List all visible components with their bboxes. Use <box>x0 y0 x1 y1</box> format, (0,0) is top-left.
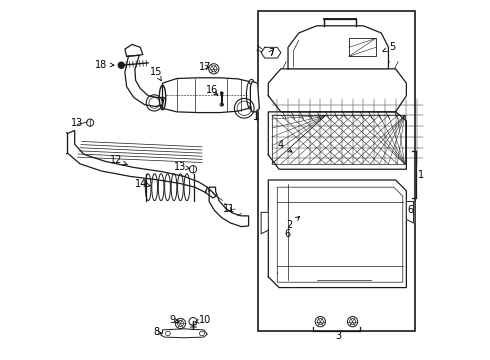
Text: 13: 13 <box>174 162 190 172</box>
Text: 9: 9 <box>169 315 179 325</box>
Polygon shape <box>163 78 252 113</box>
Polygon shape <box>288 26 389 69</box>
Text: 10: 10 <box>195 315 211 325</box>
Polygon shape <box>261 47 281 58</box>
Polygon shape <box>250 81 259 112</box>
Text: 6: 6 <box>407 206 413 216</box>
Polygon shape <box>269 180 406 288</box>
Ellipse shape <box>118 62 124 68</box>
Polygon shape <box>205 187 216 198</box>
Polygon shape <box>269 112 406 169</box>
Polygon shape <box>64 132 68 155</box>
Text: 12: 12 <box>110 155 127 165</box>
Text: 3: 3 <box>335 331 342 341</box>
Text: 2: 2 <box>287 216 299 230</box>
Text: 14: 14 <box>135 179 150 189</box>
Text: 8: 8 <box>153 327 162 337</box>
Text: 15: 15 <box>150 67 162 81</box>
Polygon shape <box>406 202 414 223</box>
Polygon shape <box>209 187 248 226</box>
Text: 1: 1 <box>417 170 424 180</box>
Text: 7: 7 <box>268 48 274 58</box>
Polygon shape <box>161 329 207 338</box>
Bar <box>349 39 376 56</box>
Text: 18: 18 <box>95 59 114 69</box>
Polygon shape <box>261 212 269 234</box>
Text: 4: 4 <box>278 140 292 152</box>
Text: 6: 6 <box>284 229 291 239</box>
Bar <box>258 12 416 330</box>
Polygon shape <box>125 44 143 56</box>
Text: 17: 17 <box>199 62 212 72</box>
Text: 13: 13 <box>71 118 83 128</box>
Text: 11: 11 <box>223 204 235 214</box>
Text: 16: 16 <box>206 85 218 95</box>
Polygon shape <box>269 69 406 112</box>
Bar <box>272 116 405 164</box>
Polygon shape <box>125 55 164 107</box>
Polygon shape <box>68 131 207 193</box>
Ellipse shape <box>220 92 223 95</box>
Text: 5: 5 <box>383 42 395 52</box>
